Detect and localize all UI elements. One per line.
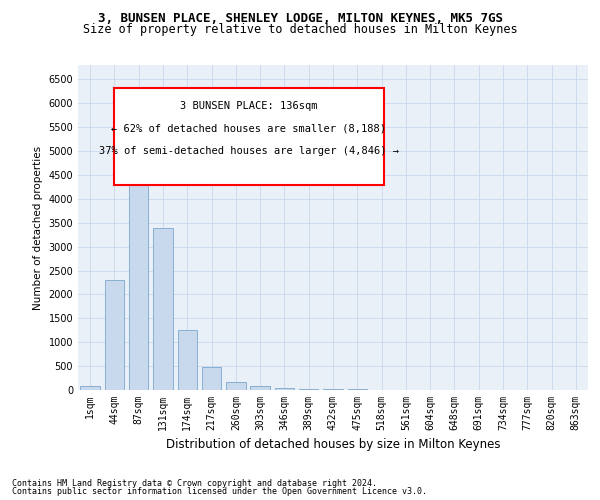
Bar (250, 386, 270, 390)
Bar (80, 386, 100, 390)
Y-axis label: Number of detached properties: Number of detached properties (33, 146, 43, 310)
Text: Size of property relative to detached houses in Milton Keynes: Size of property relative to detached ho… (83, 22, 517, 36)
FancyBboxPatch shape (114, 88, 384, 185)
Text: Contains public sector information licensed under the Open Government Licence v3: Contains public sector information licen… (12, 487, 427, 496)
Bar (105, 280, 124, 390)
Text: 37% of semi-detached houses are larger (4,846) →: 37% of semi-detached houses are larger (… (99, 146, 399, 156)
X-axis label: Distribution of detached houses by size in Milton Keynes: Distribution of detached houses by size … (166, 438, 500, 452)
Bar (275, 388, 294, 390)
Bar (178, 330, 197, 390)
Bar (226, 382, 245, 390)
Text: ← 62% of detached houses are smaller (8,188): ← 62% of detached houses are smaller (8,… (112, 124, 386, 134)
Text: 3, BUNSEN PLACE, SHENLEY LODGE, MILTON KEYNES, MK5 7GS: 3, BUNSEN PLACE, SHENLEY LODGE, MILTON K… (97, 12, 503, 26)
Bar (202, 367, 221, 390)
Bar (323, 389, 343, 390)
Bar (299, 388, 319, 390)
Bar (129, 132, 148, 390)
Bar (153, 228, 173, 390)
Text: 3 BUNSEN PLACE: 136sqm: 3 BUNSEN PLACE: 136sqm (180, 101, 317, 111)
Text: Contains HM Land Registry data © Crown copyright and database right 2024.: Contains HM Land Registry data © Crown c… (12, 478, 377, 488)
